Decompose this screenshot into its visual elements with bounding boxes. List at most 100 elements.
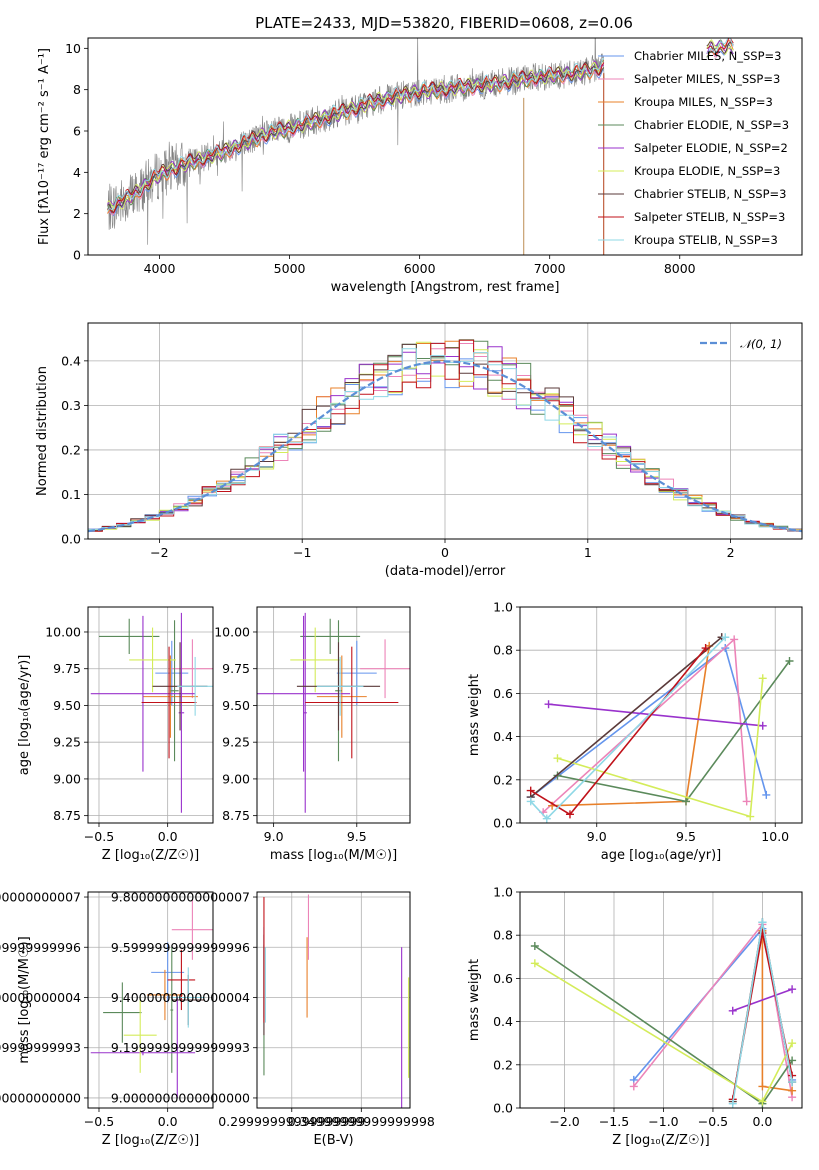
model-spectrum-line (107, 38, 734, 212)
plot-area (530, 918, 797, 1108)
y-axis-label: mass [log₁₀(M/M☉)] (17, 936, 32, 1063)
axes-frame (87, 322, 803, 540)
weight-series-line (542, 637, 748, 813)
y-tick-label: 10.00 (214, 624, 250, 639)
weight-series-line (548, 703, 763, 727)
weight-series-line (557, 660, 791, 803)
y-tick-label: 9.00 (53, 771, 81, 786)
y-tick-label: 1.0 (493, 600, 513, 615)
weight-point-marker (629, 1082, 638, 1091)
plot-area (526, 633, 794, 823)
y-tick-label: 9.1999999999999993 (111, 1040, 250, 1055)
y-tick-label: 0.4 (493, 1014, 513, 1029)
legend-label: Kroupa STELIB, N_SSP=3 (634, 233, 778, 247)
weight-point-marker (530, 942, 539, 950)
age-vs-metallicity-panel: −0.5 0.0 8.75 9.00 9.25 9.50 9.75 10.00 Z [log₁₀… (17, 606, 214, 863)
weight-point-marker (721, 633, 730, 642)
weight-point-marker (553, 754, 562, 763)
legend-label: Kroupa MILES, N_SSP=3 (634, 95, 773, 109)
y-tick-label: 0.0 (61, 532, 81, 547)
y-tick-label: 0.4 (493, 729, 513, 744)
y-tick-label: 0.6 (493, 971, 513, 986)
x-axis-label: wavelength [Angstrom, rest frame] (331, 280, 560, 295)
weight-point-marker (762, 790, 771, 799)
spectrum-panel: 4000 5000 6000 7000 8000 0 2 4 6 8 10 wavelength [A… (37, 37, 803, 295)
axes-frame (519, 891, 803, 1109)
x-axis-label: (data-model)/error (385, 564, 506, 579)
y-tick-label: 0.0 (493, 816, 513, 831)
y-tick-label: 9.75 (222, 661, 250, 676)
y-tick-label: 0.6 (493, 686, 513, 701)
y-tick-label: 9.25 (53, 735, 81, 750)
y-tick-label: 0.3 (61, 398, 81, 413)
x-axis-label: Z [log₁₀(Z/Z☉)] (612, 1133, 709, 1148)
x-axis-label: mass [log₁₀(M/M☉)] (270, 848, 397, 863)
y-tick-label: 8 (73, 82, 81, 97)
x-tick-label: −1 (293, 545, 311, 560)
weight-point-marker (746, 812, 755, 821)
weight-point-marker (758, 918, 767, 927)
x-tick-label: 7000 (534, 261, 566, 276)
y-tick-label: 9.50 (222, 698, 250, 713)
y-tick-label: 9.8000000000000007 (0, 890, 81, 905)
axes-frame (256, 606, 411, 824)
weight-point-marker (785, 657, 794, 665)
axes-frame (256, 891, 411, 1109)
legend-label: Salpeter STELIB, N_SSP=3 (634, 210, 785, 224)
axes-frame (87, 37, 803, 256)
y-tick-label: 0.4 (61, 353, 81, 368)
x-axis-label: Z [log₁₀(Z/Z☉)] (102, 848, 199, 863)
axes-frame (519, 606, 803, 824)
y-tick-label: 9.8000000000000007 (111, 890, 250, 905)
x-tick-label: 0.29999999999999999 (218, 1114, 365, 1129)
y-tick-label: 10 (65, 41, 81, 56)
weight-series-line (530, 636, 726, 820)
weight-point-marker (758, 721, 767, 730)
x-tick-label: 9.5 (676, 829, 696, 844)
y-axis-label: mass weight (467, 959, 482, 1041)
weight-point-marker (758, 1082, 767, 1091)
weight-point-marker (526, 797, 535, 806)
mass-vs-metallicity-panel: −0.5 0.0 9.0000000000000000 9.1999999999999… (0, 890, 214, 1148)
weight-point-marker (758, 1097, 767, 1106)
residuals-panel: −2 −1 0 1 2 0.0 0.1 0.2 0.3 0.4 (data-model)/error… (35, 322, 803, 579)
y-tick-label: 9.0000000000000000 (0, 1090, 81, 1105)
legend-label: Chabrier MILES, N_SSP=3 (634, 49, 781, 63)
plot-area (88, 339, 802, 539)
y-tick-label: 10.00 (45, 624, 81, 639)
plot-area (263, 894, 410, 1108)
gaussian-curve (88, 360, 802, 533)
y-tick-label: 8.75 (222, 808, 250, 823)
x-tick-label: 0.0 (752, 1114, 772, 1129)
x-axis-label: Z [log₁₀(Z/Z☉)] (102, 1133, 199, 1148)
y-tick-label: 9.00 (222, 771, 250, 786)
x-tick-label: −1.5 (599, 1114, 629, 1129)
legend-label: Salpeter ELODIE, N_SSP=2 (634, 141, 788, 155)
y-tick-label: 9.4000000000000004 (0, 990, 81, 1005)
y-tick-label: 0.2 (493, 772, 513, 787)
weight-series-line (530, 636, 723, 798)
observed-spectrum-line (107, 38, 605, 245)
y-tick-label: 0.2 (493, 1057, 513, 1072)
y-tick-label: 0.1 (61, 487, 81, 502)
x-tick-label: 0.0 (158, 829, 178, 844)
y-tick-label: 4 (73, 165, 81, 180)
axes-frame (87, 606, 214, 824)
legend-label: Kroupa ELODIE, N_SSP=3 (634, 164, 780, 178)
y-tick-label: 0.2 (61, 442, 81, 457)
weight-point-marker (701, 644, 710, 653)
x-tick-label: 2 (727, 545, 735, 560)
y-tick-label: 0.0 (493, 1101, 513, 1116)
x-tick-label: −1.0 (648, 1114, 678, 1129)
y-tick-label: 8.75 (53, 808, 81, 823)
plot-area (90, 899, 213, 1098)
y-tick-label: 9.25 (222, 735, 250, 750)
axes-frame (87, 891, 214, 1109)
weight-point-marker (728, 1099, 737, 1108)
weight-point-marker (530, 959, 539, 968)
y-tick-label: 0.8 (493, 643, 513, 658)
x-tick-label: 0 (441, 545, 449, 560)
y-axis-label: mass weight (467, 674, 482, 756)
